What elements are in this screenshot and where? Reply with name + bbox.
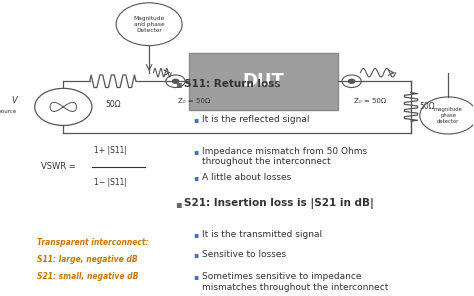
FancyBboxPatch shape bbox=[189, 53, 338, 110]
Text: Sensitive to losses: Sensitive to losses bbox=[202, 250, 286, 258]
Text: VSWR =: VSWR = bbox=[41, 162, 76, 171]
Text: ▪: ▪ bbox=[193, 230, 198, 239]
Text: magnitude
phase
detector: magnitude phase detector bbox=[434, 107, 463, 124]
Text: Transparent interconnect:: Transparent interconnect: bbox=[37, 238, 148, 247]
Text: Z₀ = 50Ω: Z₀ = 50Ω bbox=[354, 98, 386, 104]
Text: 50Ω: 50Ω bbox=[420, 102, 436, 111]
Text: V: V bbox=[11, 96, 17, 105]
Text: Magnitude
and phase
Detector: Magnitude and phase Detector bbox=[134, 16, 165, 33]
Text: 1− |S11|: 1− |S11| bbox=[94, 178, 127, 187]
Text: DUT: DUT bbox=[243, 72, 284, 90]
Circle shape bbox=[348, 79, 355, 83]
Text: It is the reflected signal: It is the reflected signal bbox=[202, 115, 310, 125]
Text: Impedance mismatch from 50 Ohms
throughout the interconnect: Impedance mismatch from 50 Ohms througho… bbox=[202, 147, 367, 166]
Text: ▪: ▪ bbox=[175, 199, 182, 209]
Text: A little about losses: A little about losses bbox=[202, 173, 291, 181]
Text: S11: large, negative dB: S11: large, negative dB bbox=[37, 255, 137, 264]
Text: ▪: ▪ bbox=[193, 250, 198, 258]
Text: source: source bbox=[0, 109, 17, 114]
Text: S21: Insertion loss is |S21 in dB|: S21: Insertion loss is |S21 in dB| bbox=[184, 198, 374, 209]
Text: It is the transmitted signal: It is the transmitted signal bbox=[202, 230, 322, 239]
Text: ▪: ▪ bbox=[175, 79, 182, 89]
Text: 50Ω: 50Ω bbox=[105, 100, 120, 109]
Text: ▪: ▪ bbox=[193, 173, 198, 181]
Text: Sometimes sensitive to impedance
mismatches throughout the interconnect: Sometimes sensitive to impedance mismatc… bbox=[202, 272, 388, 292]
Text: ▪: ▪ bbox=[193, 272, 198, 281]
Text: ▪: ▪ bbox=[193, 147, 198, 156]
Circle shape bbox=[172, 79, 179, 83]
Text: S11: Return loss: S11: Return loss bbox=[184, 79, 281, 89]
Text: 1+ |S11|: 1+ |S11| bbox=[94, 147, 127, 155]
Text: Z₀ = 50Ω: Z₀ = 50Ω bbox=[178, 98, 210, 104]
Text: S21: small, negative dB: S21: small, negative dB bbox=[37, 272, 138, 281]
Text: ▪: ▪ bbox=[193, 115, 198, 125]
